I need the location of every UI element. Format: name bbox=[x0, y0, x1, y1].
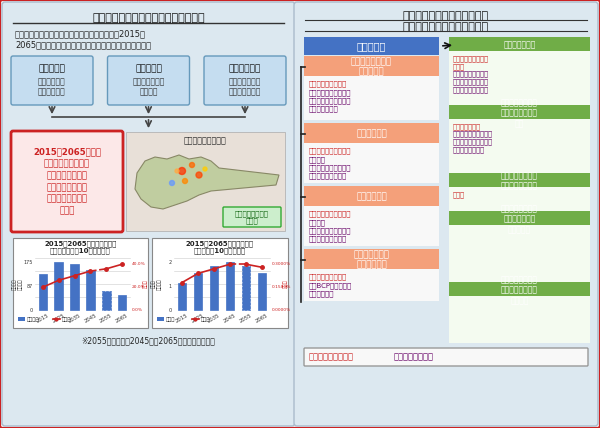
Text: 2055: 2055 bbox=[99, 313, 113, 324]
Text: 0.3000%: 0.3000% bbox=[272, 262, 291, 266]
Circle shape bbox=[170, 181, 175, 185]
Text: 2035: 2035 bbox=[207, 313, 221, 324]
Text: 配水場、管路等の
耐震化による減災
効果: 配水場、管路等の 耐震化による減災 効果 bbox=[501, 98, 538, 128]
Text: 2035: 2035 bbox=[68, 313, 82, 324]
FancyBboxPatch shape bbox=[449, 225, 590, 282]
Bar bbox=[118, 295, 127, 310]
FancyBboxPatch shape bbox=[449, 187, 590, 211]
FancyBboxPatch shape bbox=[449, 282, 590, 298]
Text: 0.1500%: 0.1500% bbox=[272, 285, 292, 289]
Text: 巨大災害時疎開・
国土復興シミュ
レーション: 巨大災害時疎開・ 国土復興シミュ レーション bbox=[501, 204, 538, 234]
Circle shape bbox=[190, 163, 194, 167]
Text: 地盤応答・河川堤
防沈下予測: 地盤応答・河川堤 防沈下予測 bbox=[351, 57, 392, 77]
Text: 死者数
（十人）: 死者数 （十人） bbox=[151, 278, 161, 290]
Circle shape bbox=[182, 178, 187, 184]
Text: 全壊棟数
（千棟）: 全壊棟数 （千棟） bbox=[11, 278, 22, 290]
Bar bbox=[257, 273, 266, 310]
Bar bbox=[102, 291, 110, 310]
FancyBboxPatch shape bbox=[304, 249, 439, 271]
Text: 175: 175 bbox=[23, 260, 33, 265]
FancyBboxPatch shape bbox=[152, 238, 288, 328]
Text: 庁舎BCP、防災訓練
への活用検討: 庁舎BCP、防災訓練 への活用検討 bbox=[309, 282, 352, 297]
Text: 緊急対応・復旧復興関: 緊急対応・復旧復興関 bbox=[309, 147, 352, 154]
Text: 地域評価：地域特性に応じた: 地域評価：地域特性に応じた bbox=[403, 11, 489, 21]
FancyBboxPatch shape bbox=[2, 2, 295, 426]
Text: 今後の水道システムの
強靱化施策の判断材料
として活用見込み: 今後の水道システムの 強靱化施策の判断材料 として活用見込み bbox=[453, 131, 493, 153]
Text: 赤字：連携する課、: 赤字：連携する課、 bbox=[309, 353, 354, 362]
FancyBboxPatch shape bbox=[223, 207, 281, 227]
Text: 時間の経過によ
る発生確率上昇: 時間の経過によ る発生確率上昇 bbox=[229, 77, 261, 97]
Text: 87: 87 bbox=[27, 284, 33, 288]
Text: 紫字：活用項目等: 紫字：活用項目等 bbox=[394, 353, 434, 362]
Text: 環境課・防災課・下
水道課: 環境課・防災課・下 水道課 bbox=[453, 55, 489, 70]
FancyBboxPatch shape bbox=[449, 105, 590, 121]
Text: 地震動評価: 地震動評価 bbox=[357, 41, 386, 51]
Text: 防災課・土木港湾課: 防災課・土木港湾課 bbox=[309, 80, 347, 86]
FancyBboxPatch shape bbox=[449, 37, 590, 53]
FancyBboxPatch shape bbox=[449, 173, 590, 189]
Bar bbox=[70, 264, 79, 310]
Text: 2055: 2055 bbox=[239, 313, 253, 324]
Text: 高齢化・建物の
経年劣化: 高齢化・建物の 経年劣化 bbox=[133, 77, 164, 97]
Text: 死者数: 死者数 bbox=[166, 316, 175, 321]
Text: 災害廃棄物評価: 災害廃棄物評価 bbox=[503, 41, 536, 50]
FancyBboxPatch shape bbox=[304, 76, 439, 120]
Bar bbox=[86, 270, 95, 310]
FancyBboxPatch shape bbox=[304, 269, 439, 301]
Text: 長期湛水予測: 長期湛水予測 bbox=[356, 193, 387, 202]
FancyBboxPatch shape bbox=[13, 238, 148, 328]
Text: 全壊棟数: 全壊棟数 bbox=[27, 316, 40, 321]
Text: 広域評価：被害等による地域の類型化: 広域評価：被害等による地域の類型化 bbox=[92, 13, 205, 23]
Text: 2045: 2045 bbox=[223, 313, 237, 324]
FancyBboxPatch shape bbox=[304, 123, 439, 145]
Text: 津波氾濫解析のための
情報提供や想定シナリ
オの確認に活用: 津波氾濫解析のための 情報提供や想定シナリ オの確認に活用 bbox=[309, 89, 352, 112]
Text: 2065: 2065 bbox=[255, 313, 269, 324]
Text: 脆弱性評価: 脆弱性評価 bbox=[135, 65, 162, 74]
FancyBboxPatch shape bbox=[304, 348, 588, 366]
Text: 死者率: 死者率 bbox=[201, 316, 211, 321]
FancyBboxPatch shape bbox=[107, 56, 190, 105]
Text: 市庁舎の建物応
答・被害予測: 市庁舎の建物応 答・被害予測 bbox=[353, 250, 389, 270]
Text: 2015〜2065年の死者数・
率の推移（10年期待値）: 2015〜2065年の死者数・ 率の推移（10年期待値） bbox=[186, 240, 254, 254]
Text: 曝露データ: 曝露データ bbox=[38, 65, 65, 74]
FancyBboxPatch shape bbox=[294, 2, 598, 426]
Text: 将来人口・建
物分布の予測: 将来人口・建 物分布の予測 bbox=[38, 77, 66, 97]
Text: 防災課: 防災課 bbox=[453, 191, 465, 198]
FancyBboxPatch shape bbox=[304, 56, 439, 78]
Text: 2015: 2015 bbox=[175, 313, 189, 324]
Text: 防災課・水道課: 防災課・水道課 bbox=[453, 123, 481, 130]
Text: 碧南市を含む東海
地域の経済被害推
計の推定: 碧南市を含む東海 地域の経済被害推 計の推定 bbox=[501, 275, 538, 305]
Text: 緊急対応・復旧復興関: 緊急対応・復旧復興関 bbox=[309, 210, 352, 217]
Text: 2015: 2015 bbox=[36, 313, 50, 324]
Bar bbox=[242, 266, 250, 310]
Text: ハザード評価: ハザード評価 bbox=[229, 65, 261, 74]
Text: 40.0%: 40.0% bbox=[132, 262, 146, 266]
FancyBboxPatch shape bbox=[11, 56, 93, 105]
Text: 1: 1 bbox=[169, 284, 172, 288]
FancyBboxPatch shape bbox=[204, 56, 286, 105]
FancyBboxPatch shape bbox=[126, 132, 285, 231]
FancyBboxPatch shape bbox=[449, 51, 590, 105]
Text: 2015〜2065年にお
ける、南海トラフに
よる地震・津波の
建物被害・人的被
害リスクの推移の
定量化: 2015〜2065年にお ける、南海トラフに よる地震・津波の 建物被害・人的被… bbox=[33, 148, 101, 216]
Text: 全壊率: 全壊率 bbox=[62, 316, 71, 321]
Bar bbox=[38, 274, 47, 310]
FancyBboxPatch shape bbox=[304, 186, 439, 208]
Text: 係の全課
復旧・復興業務の相互
確認・調整等に活用: 係の全課 復旧・復興業務の相互 確認・調整等に活用 bbox=[309, 156, 352, 179]
Text: 将来のリスク量を
可視化: 将来のリスク量を 可視化 bbox=[235, 210, 269, 224]
FancyBboxPatch shape bbox=[304, 206, 439, 246]
Text: 防災課・資産管理課: 防災課・資産管理課 bbox=[309, 273, 347, 279]
Text: 0.0000%: 0.0000% bbox=[272, 308, 291, 312]
Text: 20.0%: 20.0% bbox=[132, 285, 146, 289]
Text: 津波氾濫予測: 津波氾濫予測 bbox=[356, 130, 387, 139]
Bar bbox=[194, 273, 202, 310]
Polygon shape bbox=[135, 155, 279, 209]
Text: 死者率: 死者率 bbox=[283, 279, 287, 288]
Text: 広域リスク評価結果: 広域リスク評価結果 bbox=[184, 137, 227, 146]
Text: 0: 0 bbox=[30, 307, 33, 312]
Text: 碧南市災害廃棄物処
理計画における組織
横断的な策定に活用: 碧南市災害廃棄物処 理計画における組織 横断的な策定に活用 bbox=[453, 70, 489, 93]
Text: 2015〜2065年の建物全壊棟
数・率の推移（10年期待値）: 2015〜2065年の建物全壊棟 数・率の推移（10年期待値） bbox=[44, 240, 116, 254]
Bar bbox=[157, 317, 164, 321]
Text: ※2055年の破線は2045年と2065年の平均値を示す: ※2055年の破線は2045年と2065年の平均値を示す bbox=[82, 336, 215, 345]
FancyBboxPatch shape bbox=[11, 131, 123, 232]
